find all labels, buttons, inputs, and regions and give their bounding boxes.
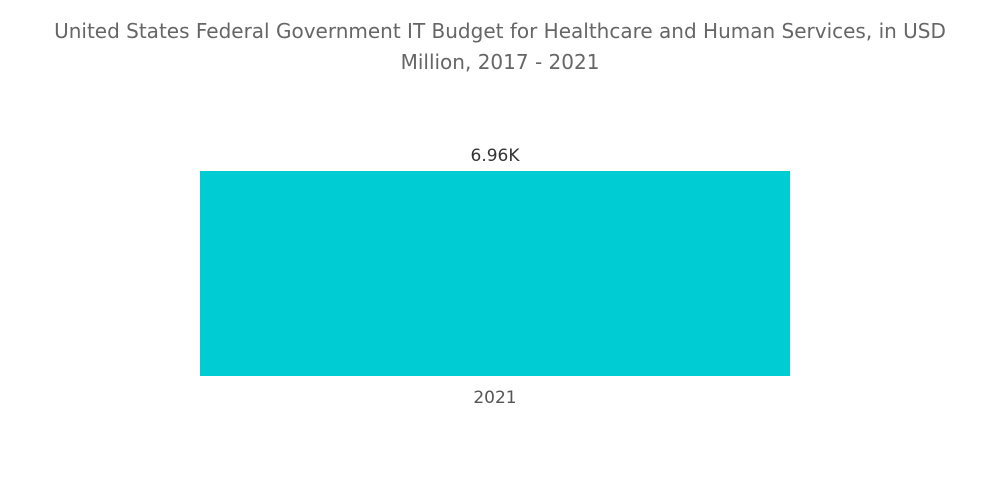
x-axis-tick-group: 2021	[473, 388, 516, 408]
x-tick-label-2021: 2021	[473, 388, 516, 408]
chart-title-line-1: United States Federal Government IT Budg…	[54, 19, 946, 43]
data-label-2021: 6.96K	[471, 146, 521, 166]
chart-title: United States Federal Government IT Budg…	[0, 16, 1000, 78]
chart-title-line-2: Million, 2017 - 2021	[400, 50, 600, 74]
bar-group	[200, 171, 790, 376]
bar-2021	[200, 171, 790, 376]
data-label-group: 6.96K	[471, 146, 521, 166]
